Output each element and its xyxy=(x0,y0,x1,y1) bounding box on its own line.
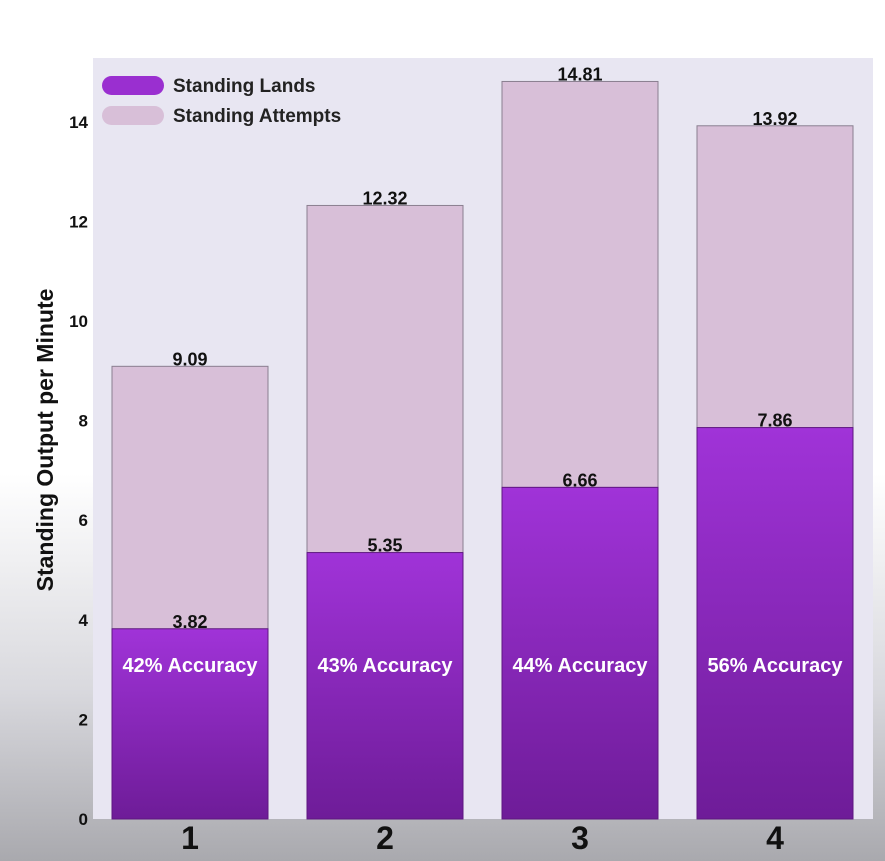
accuracy-label: 42% Accuracy xyxy=(123,655,259,677)
y-axis-title: Standing Output per Minute xyxy=(32,289,58,592)
y-tick-label: 0 xyxy=(79,810,88,829)
value-label-attempts: 12.32 xyxy=(362,188,407,208)
bar-lands xyxy=(696,427,854,820)
legend-swatch-lands xyxy=(102,76,164,95)
bars-group: 9.09 3.82 42% Accuracy 12.32 5.35 43% Accurac… xyxy=(111,64,854,820)
x-tick-label: 1 xyxy=(181,820,199,856)
legend-swatch-attempts xyxy=(102,106,164,125)
value-label-lands: 7.86 xyxy=(757,411,792,431)
x-tick-label: 2 xyxy=(376,820,394,856)
value-label-attempts: 13.92 xyxy=(752,109,797,129)
accuracy-label: 44% Accuracy xyxy=(513,655,649,677)
value-label-attempts: 9.09 xyxy=(172,349,207,369)
value-label-attempts: 14.81 xyxy=(557,64,602,84)
y-tick-label: 2 xyxy=(79,710,88,729)
value-label-lands: 3.82 xyxy=(172,612,207,632)
y-axis: 0 2 4 6 8 10 12 14 xyxy=(69,113,88,829)
bar-lands xyxy=(501,486,659,820)
legend: Standing Lands Standing Attempts xyxy=(102,76,341,127)
x-axis: 1 2 3 4 xyxy=(181,820,784,856)
y-tick-label: 8 xyxy=(79,412,88,431)
x-tick-label: 3 xyxy=(571,820,589,856)
accuracy-label: 56% Accuracy xyxy=(708,655,844,677)
legend-label-lands: Standing Lands xyxy=(173,76,316,97)
value-label-lands: 6.66 xyxy=(562,470,597,490)
x-tick-label: 4 xyxy=(766,820,784,856)
y-tick-label: 10 xyxy=(69,312,88,331)
bar-lands xyxy=(111,628,269,820)
value-label-lands: 5.35 xyxy=(367,536,402,556)
y-tick-label: 4 xyxy=(79,611,89,630)
y-tick-label: 6 xyxy=(79,511,88,530)
accuracy-label: 43% Accuracy xyxy=(318,655,454,677)
legend-label-attempts: Standing Attempts xyxy=(173,106,341,127)
y-tick-label: 12 xyxy=(69,212,88,231)
y-tick-label: 14 xyxy=(69,113,88,132)
bar-lands xyxy=(306,552,464,820)
